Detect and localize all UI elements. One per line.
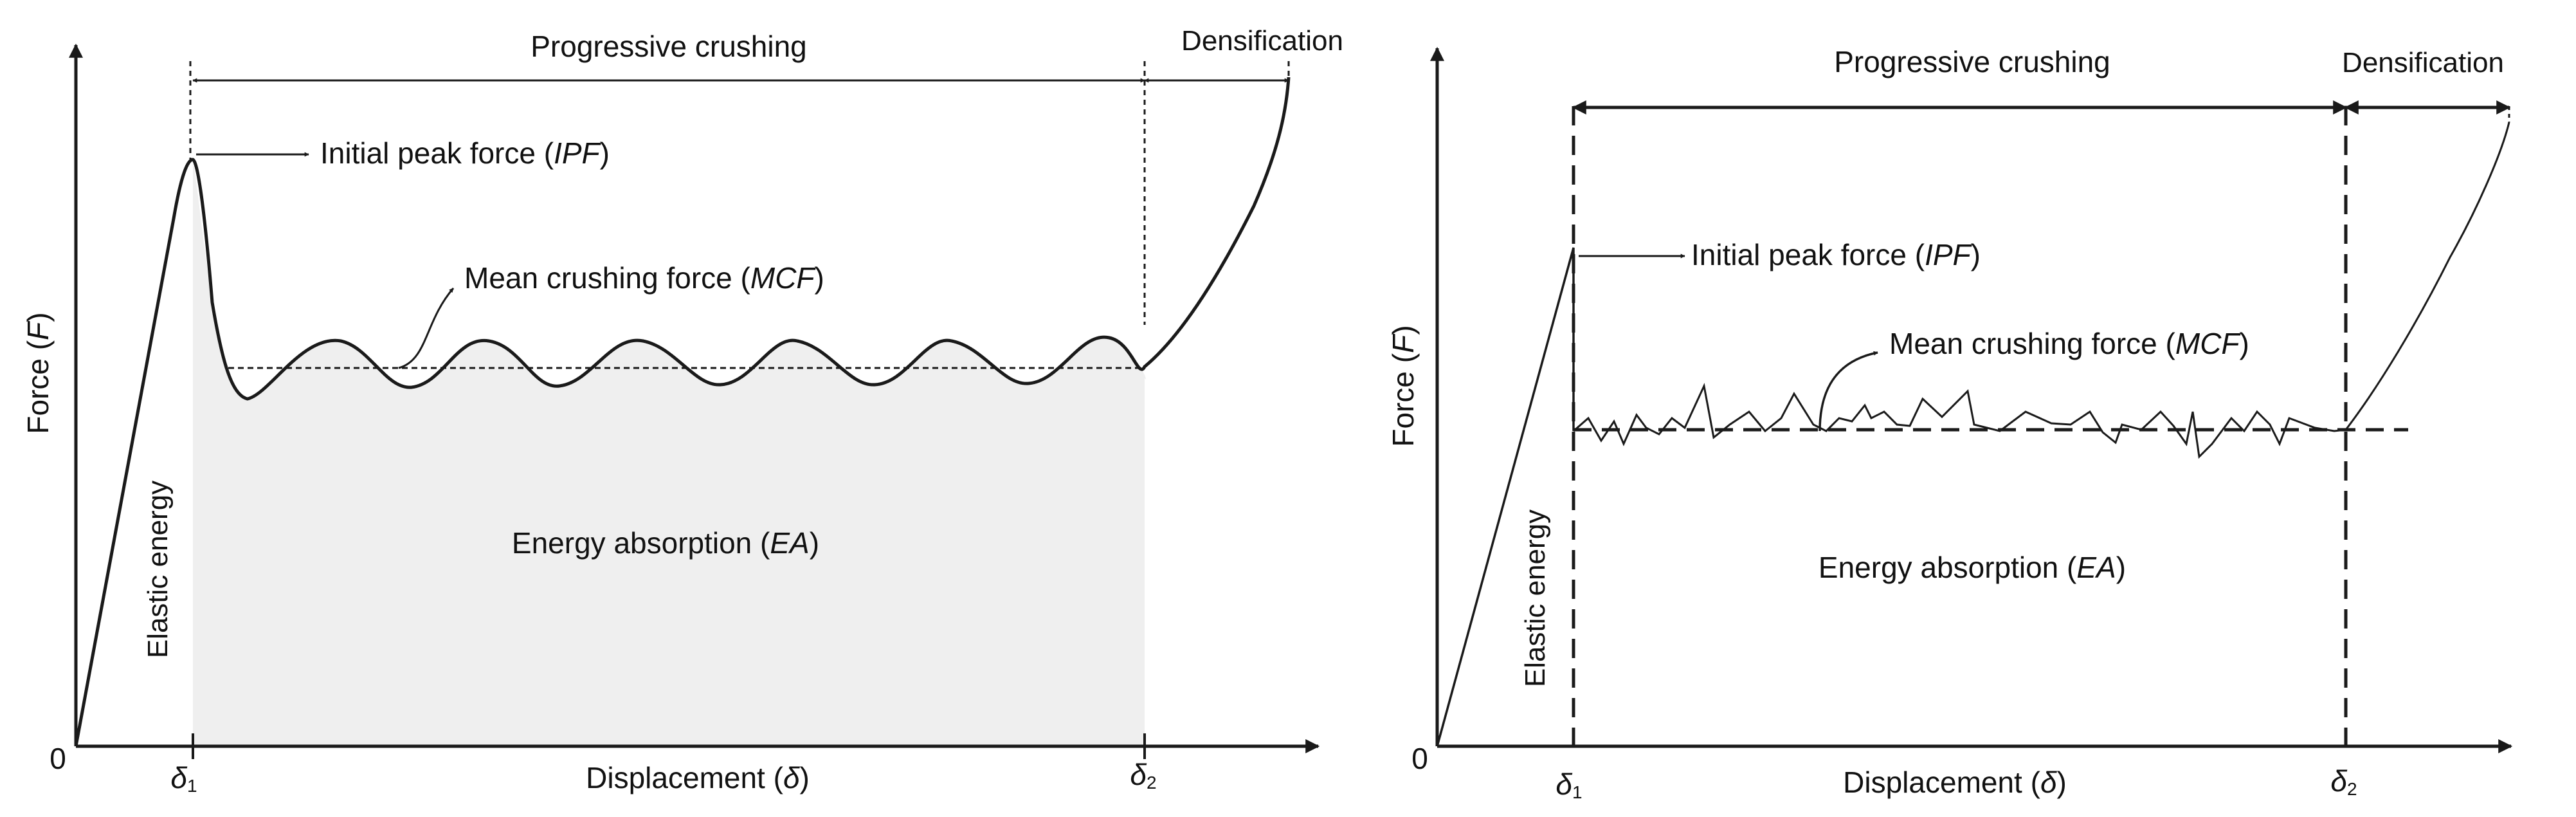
y-axis-label: Force (F) — [21, 312, 55, 434]
origin-label: 0 — [1411, 742, 1428, 775]
delta2-label: δ2 — [2330, 764, 2357, 799]
progressive-crushing-label: Progressive crushing — [1834, 45, 2110, 78]
force-displacement-curve — [1573, 122, 2510, 459]
elastic-energy-label: Elastic energy — [1519, 509, 1551, 687]
force-displacement-curve — [74, 77, 1291, 747]
ipf-label: Initial peak force (IPF) — [1691, 238, 1981, 271]
energy-absorption-area — [193, 160, 1146, 746]
left-panel: Progressive crushing Densification Initi… — [21, 25, 1343, 796]
densification-label: Densification — [1181, 25, 1343, 57]
ipf-label: Initial peak force (IPF) — [320, 136, 610, 170]
mcf-label: Mean crushing force (MCF) — [464, 261, 824, 295]
mcf-pointer-arrow — [1819, 351, 1878, 432]
mcf-pointer-arrow — [398, 288, 455, 369]
right-panel: Progressive crushing Densification Initi… — [1386, 45, 2513, 802]
delta1-label: δ1 — [1556, 767, 1582, 802]
delta1-label: δ1 — [170, 761, 197, 796]
energy-absorption-label: Energy absorption (EA) — [1819, 551, 2126, 584]
energy-absorption-label: Energy absorption (EA) — [512, 526, 819, 560]
delta2-label: δ2 — [1130, 758, 1156, 793]
progressive-crushing-label: Progressive crushing — [531, 30, 807, 63]
x-axis-label: Displacement (δ) — [1843, 766, 2067, 799]
y-axis-label: Force (F) — [1386, 325, 1420, 446]
mcf-label: Mean crushing force (MCF) — [1889, 327, 2249, 360]
densification-label: Densification — [2342, 47, 2504, 78]
x-axis-label: Displacement (δ) — [586, 761, 810, 794]
elastic-ramp — [1436, 247, 1575, 747]
origin-label: 0 — [50, 742, 66, 775]
elastic-energy-label: Elastic energy — [142, 481, 174, 658]
